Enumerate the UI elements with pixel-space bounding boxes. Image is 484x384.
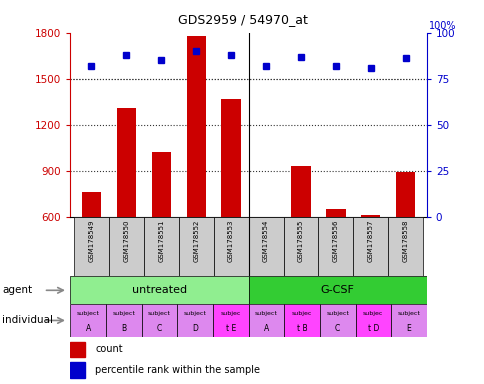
Bar <box>143 217 178 276</box>
Bar <box>291 166 310 217</box>
Text: t E: t E <box>225 324 235 333</box>
Bar <box>283 217 318 276</box>
Bar <box>213 217 248 276</box>
Bar <box>353 217 388 276</box>
Bar <box>355 304 390 337</box>
Text: GSM178557: GSM178557 <box>367 220 373 262</box>
Bar <box>221 99 240 217</box>
Bar <box>116 108 136 217</box>
Bar <box>319 304 355 337</box>
Text: G-CSF: G-CSF <box>320 285 354 295</box>
Text: untreated: untreated <box>132 285 187 295</box>
Text: subject: subject <box>397 311 420 316</box>
Text: 100%: 100% <box>428 21 456 31</box>
Bar <box>395 172 415 217</box>
Bar <box>212 304 248 337</box>
Bar <box>141 304 177 337</box>
Bar <box>361 215 380 217</box>
Bar <box>186 36 205 217</box>
Text: GSM178555: GSM178555 <box>297 220 303 262</box>
Bar <box>70 276 248 304</box>
Text: GSM178551: GSM178551 <box>158 220 164 262</box>
Bar <box>248 276 426 304</box>
Text: E: E <box>406 324 410 333</box>
Text: GSM178552: GSM178552 <box>193 220 199 262</box>
Text: B: B <box>121 324 126 333</box>
Bar <box>151 152 170 217</box>
Text: subjec: subjec <box>363 311 383 316</box>
Bar <box>248 304 284 337</box>
Text: subjec: subjec <box>220 311 241 316</box>
Bar <box>108 217 143 276</box>
Bar <box>248 217 283 276</box>
Text: individual: individual <box>2 315 53 326</box>
Bar <box>177 304 212 337</box>
Text: agent: agent <box>2 285 32 295</box>
Bar <box>81 192 101 217</box>
Text: C: C <box>156 324 162 333</box>
Bar <box>178 217 213 276</box>
Text: t B: t B <box>296 324 307 333</box>
Bar <box>70 342 84 358</box>
Bar <box>74 217 108 276</box>
Text: t D: t D <box>367 324 378 333</box>
Text: C: C <box>334 324 340 333</box>
Bar <box>326 209 345 217</box>
Text: subject: subject <box>255 311 277 316</box>
Text: D: D <box>192 324 197 333</box>
Text: GDS2959 / 54970_at: GDS2959 / 54970_at <box>177 13 307 26</box>
Text: GSM178556: GSM178556 <box>332 220 338 262</box>
Text: GSM178554: GSM178554 <box>262 220 269 262</box>
Bar <box>106 304 141 337</box>
Text: subject: subject <box>148 311 170 316</box>
Bar <box>70 362 84 378</box>
Text: count: count <box>95 344 122 354</box>
Text: subject: subject <box>76 311 99 316</box>
Bar <box>284 304 319 337</box>
Text: GSM178549: GSM178549 <box>88 220 94 262</box>
Text: GSM178558: GSM178558 <box>402 220 408 262</box>
Text: A: A <box>263 324 269 333</box>
Text: subjec: subjec <box>291 311 312 316</box>
Text: percentile rank within the sample: percentile rank within the sample <box>95 365 260 375</box>
Text: GSM178550: GSM178550 <box>123 220 129 262</box>
Text: subject: subject <box>326 311 348 316</box>
Bar <box>256 217 275 218</box>
Text: subject: subject <box>112 311 135 316</box>
Bar <box>70 304 106 337</box>
Bar <box>318 217 353 276</box>
Text: GSM178553: GSM178553 <box>227 220 234 262</box>
Bar <box>390 304 426 337</box>
Text: subject: subject <box>183 311 206 316</box>
Text: A: A <box>85 324 91 333</box>
Bar <box>388 217 423 276</box>
